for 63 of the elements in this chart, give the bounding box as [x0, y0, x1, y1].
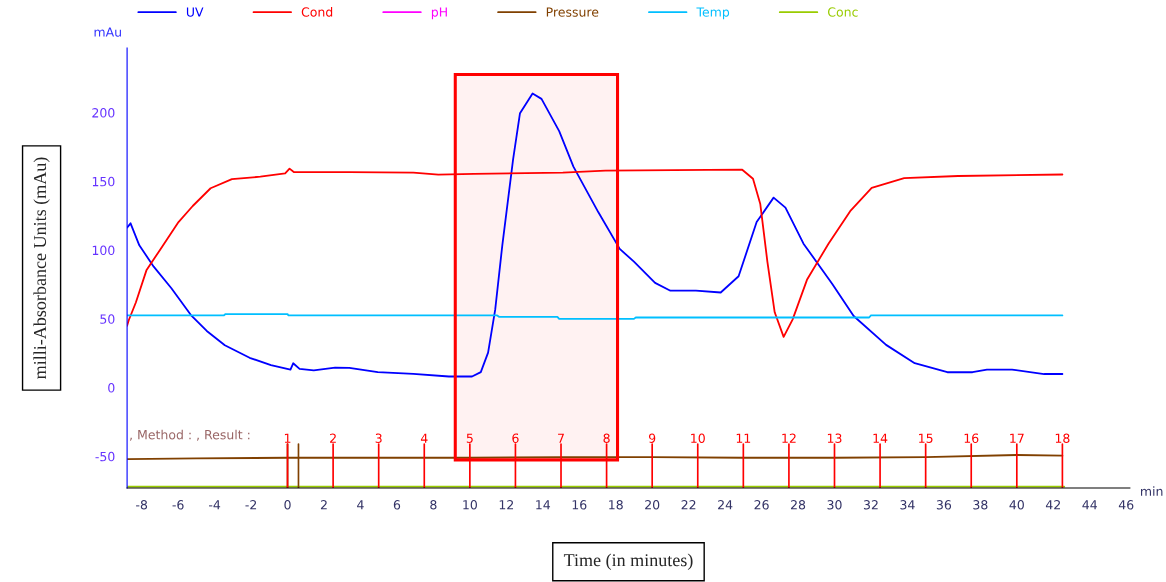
y-tick-label: 100 — [92, 245, 115, 256]
x-tick-label: 30 — [827, 500, 842, 510]
legend-label: Temp — [696, 7, 730, 20]
legend-label: Conc — [827, 7, 858, 17]
legend-label: pH — [431, 7, 447, 20]
legend-label: Pressure — [546, 7, 599, 17]
x-tick-label: 34 — [900, 500, 915, 510]
x-tick-label: 32 — [863, 500, 878, 510]
annotation: 15 — [919, 433, 933, 443]
annotation: 8 — [603, 433, 610, 443]
annotation: 11 — [736, 433, 751, 443]
annotation: 5 — [466, 433, 473, 443]
annotation: 14 — [873, 433, 888, 443]
x-tick-label: -6 — [172, 500, 184, 510]
x-tick-label: -2 — [245, 500, 257, 510]
x-tick-label: -8 — [136, 500, 148, 510]
x-tick-label: 18 — [609, 500, 623, 510]
x-tick-label: 46 — [1118, 500, 1134, 510]
annotation: 16 — [964, 433, 979, 443]
annotation: 2 — [330, 433, 336, 443]
x-tick-label: 10 — [463, 500, 477, 510]
annotation: 13 — [827, 433, 842, 443]
annotation: 9 — [648, 433, 656, 443]
y-tick-label: -50 — [95, 451, 115, 462]
legend-label: UV — [186, 7, 204, 17]
text: min — [1141, 486, 1163, 496]
annotation: 17 — [1010, 433, 1024, 443]
x-tick-label: 22 — [681, 500, 696, 510]
x-tick-label: 40 — [1009, 500, 1024, 510]
x-tick-label: 8 — [430, 500, 437, 510]
annotation: 6 — [512, 433, 519, 443]
y-axis-title: milli-Absorbance Units (mAu) — [33, 157, 50, 379]
annotation: 3 — [375, 433, 382, 443]
y-tick-label: 0 — [108, 383, 115, 393]
annotation: 4 — [420, 433, 428, 443]
x-tick-label: 24 — [718, 500, 733, 510]
x-tick-label: 0 — [284, 500, 291, 510]
annotation: 1 — [284, 433, 291, 443]
x-tick-label: 6 — [393, 500, 401, 510]
annotation: 18 — [1055, 433, 1070, 443]
x-tick-label: 38 — [973, 500, 988, 510]
x-tick-label: 2 — [320, 500, 327, 510]
x-tick-label: 28 — [790, 500, 806, 510]
annotation: , Method : , Result : — [130, 429, 250, 441]
y-tick-label: 200 — [92, 108, 115, 118]
x-tick-label: 14 — [536, 500, 551, 510]
text: mAu — [94, 27, 121, 37]
x-tick-label: 36 — [936, 500, 952, 510]
x-tick-label: -4 — [208, 500, 221, 510]
x-tick-label: 12 — [499, 500, 514, 510]
x-axis-title: Time (in minutes) — [563, 553, 693, 570]
y-tick-label: 150 — [92, 176, 115, 187]
annotation: 7 — [558, 433, 564, 443]
x-tick-label: 16 — [572, 500, 587, 510]
x-tick-label: 4 — [357, 500, 364, 510]
annotation: 10 — [691, 433, 705, 443]
x-tick-label: 26 — [754, 500, 769, 510]
x-tick-label: 42 — [1045, 500, 1060, 510]
legend-label: Cond — [301, 7, 333, 17]
y-tick-label: 50 — [100, 314, 115, 324]
x-tick-label: 20 — [645, 500, 660, 510]
annotation: 12 — [782, 433, 796, 443]
x-tick-label: 44 — [1082, 500, 1097, 510]
